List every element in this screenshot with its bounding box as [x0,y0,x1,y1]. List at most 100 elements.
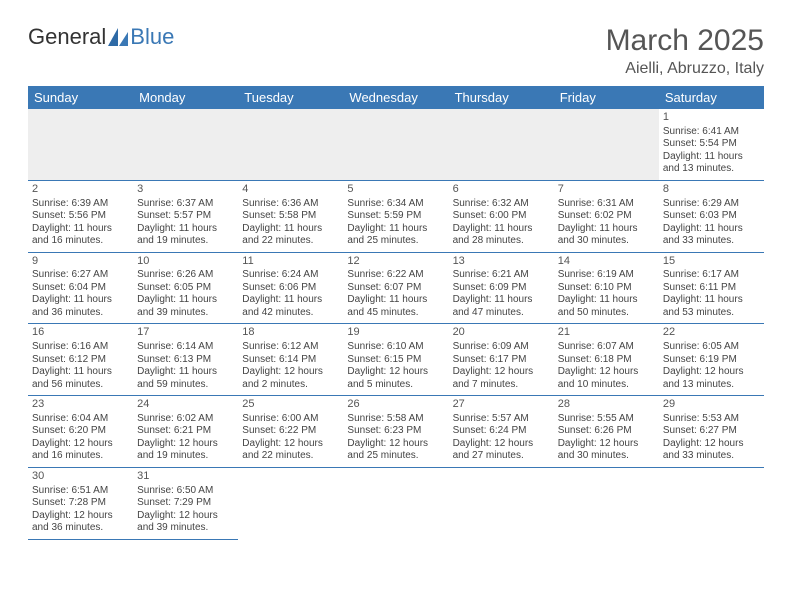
calendar-day: 21Sunrise: 6:07 AMSunset: 6:18 PMDayligh… [554,324,659,396]
day-number: 15 [663,255,760,269]
day-header: Saturday [659,86,764,109]
day-number: 4 [242,183,339,197]
day-detail: Sunset: 6:21 PM [137,425,234,438]
day-number: 7 [558,183,655,197]
calendar-day: 18Sunrise: 6:12 AMSunset: 6:14 PMDayligh… [238,324,343,396]
day-detail: Sunrise: 6:09 AM [453,341,550,354]
calendar-day: 9Sunrise: 6:27 AMSunset: 6:04 PMDaylight… [28,252,133,324]
day-number: 24 [137,398,234,412]
title-block: March 2025 Aielli, Abruzzo, Italy [606,24,764,78]
day-number: 20 [453,326,550,340]
calendar-day: 31Sunrise: 6:50 AMSunset: 7:29 PMDayligh… [133,467,238,539]
day-detail: and 30 minutes. [558,235,655,248]
day-detail: Daylight: 11 hours [453,223,550,236]
day-number: 22 [663,326,760,340]
day-detail: Sunset: 6:15 PM [347,354,444,367]
calendar-day: 17Sunrise: 6:14 AMSunset: 6:13 PMDayligh… [133,324,238,396]
day-detail: Sunrise: 6:00 AM [242,413,339,426]
day-detail: Daylight: 11 hours [137,294,234,307]
day-detail: and 59 minutes. [137,379,234,392]
calendar-day: 28Sunrise: 5:55 AMSunset: 6:26 PMDayligh… [554,396,659,468]
day-detail: Sunset: 6:13 PM [137,354,234,367]
calendar-empty [554,109,659,180]
day-detail: and 13 minutes. [663,379,760,392]
day-detail: Daylight: 11 hours [663,294,760,307]
day-detail: and 33 minutes. [663,450,760,463]
month-title: March 2025 [606,24,764,58]
day-number: 27 [453,398,550,412]
day-detail: Sunrise: 6:31 AM [558,198,655,211]
day-number: 2 [32,183,129,197]
day-detail: Daylight: 12 hours [663,366,760,379]
calendar-empty [449,467,554,539]
day-detail: Daylight: 12 hours [137,438,234,451]
calendar-day: 7Sunrise: 6:31 AMSunset: 6:02 PMDaylight… [554,180,659,252]
day-detail: Daylight: 12 hours [242,438,339,451]
day-detail: Sunset: 6:00 PM [453,210,550,223]
day-number: 19 [347,326,444,340]
day-detail: and 28 minutes. [453,235,550,248]
day-detail: Daylight: 12 hours [453,438,550,451]
day-detail: Daylight: 12 hours [558,438,655,451]
day-detail: and 42 minutes. [242,307,339,320]
day-number: 26 [347,398,444,412]
day-detail: Daylight: 11 hours [453,294,550,307]
calendar-empty [343,109,448,180]
day-detail: Sunrise: 6:02 AM [137,413,234,426]
day-detail: Daylight: 11 hours [137,366,234,379]
day-detail: Daylight: 12 hours [663,438,760,451]
day-detail: Sunset: 6:24 PM [453,425,550,438]
day-detail: Daylight: 12 hours [32,438,129,451]
day-number: 23 [32,398,129,412]
calendar-week: 1Sunrise: 6:41 AMSunset: 5:54 PMDaylight… [28,109,764,180]
calendar-empty [554,467,659,539]
day-detail: Sunset: 6:27 PM [663,425,760,438]
calendar-week: 9Sunrise: 6:27 AMSunset: 6:04 PMDaylight… [28,252,764,324]
day-detail: and 16 minutes. [32,235,129,248]
day-detail: and 33 minutes. [663,235,760,248]
day-detail: and 16 minutes. [32,450,129,463]
day-detail: Sunrise: 6:05 AM [663,341,760,354]
calendar-day: 16Sunrise: 6:16 AMSunset: 6:12 PMDayligh… [28,324,133,396]
day-detail: Sunset: 6:22 PM [242,425,339,438]
day-detail: Sunrise: 6:29 AM [663,198,760,211]
day-detail: Sunset: 6:07 PM [347,282,444,295]
day-detail: Daylight: 11 hours [558,294,655,307]
day-detail: Sunrise: 6:04 AM [32,413,129,426]
day-detail: Daylight: 12 hours [558,366,655,379]
day-detail: Sunrise: 6:19 AM [558,269,655,282]
day-number: 31 [137,470,234,484]
calendar-day: 14Sunrise: 6:19 AMSunset: 6:10 PMDayligh… [554,252,659,324]
day-number: 14 [558,255,655,269]
calendar-day: 19Sunrise: 6:10 AMSunset: 6:15 PMDayligh… [343,324,448,396]
day-detail: Sunrise: 6:27 AM [32,269,129,282]
day-detail: Sunset: 7:29 PM [137,497,234,510]
day-detail: Sunset: 6:17 PM [453,354,550,367]
day-detail: Daylight: 11 hours [663,151,760,164]
day-detail: Sunrise: 6:32 AM [453,198,550,211]
day-detail: Sunrise: 6:24 AM [242,269,339,282]
calendar-day: 6Sunrise: 6:32 AMSunset: 6:00 PMDaylight… [449,180,554,252]
day-number: 29 [663,398,760,412]
day-detail: and 22 minutes. [242,235,339,248]
day-detail: Daylight: 11 hours [32,223,129,236]
page-header: General Blue March 2025 Aielli, Abruzzo,… [28,24,764,78]
calendar-day: 23Sunrise: 6:04 AMSunset: 6:20 PMDayligh… [28,396,133,468]
day-number: 3 [137,183,234,197]
day-detail: Sunset: 5:58 PM [242,210,339,223]
calendar-empty [238,467,343,539]
day-detail: and 25 minutes. [347,450,444,463]
day-detail: and 13 minutes. [663,163,760,176]
calendar-head: SundayMondayTuesdayWednesdayThursdayFrid… [28,86,764,109]
day-header: Wednesday [343,86,448,109]
day-number: 21 [558,326,655,340]
day-number: 1 [663,111,760,125]
calendar-week: 2Sunrise: 6:39 AMSunset: 5:56 PMDaylight… [28,180,764,252]
calendar-day: 13Sunrise: 6:21 AMSunset: 6:09 PMDayligh… [449,252,554,324]
day-detail: Daylight: 11 hours [32,366,129,379]
day-detail: Sunrise: 6:07 AM [558,341,655,354]
day-detail: Daylight: 12 hours [242,366,339,379]
calendar-empty [238,109,343,180]
location-subtitle: Aielli, Abruzzo, Italy [606,60,764,78]
day-number: 17 [137,326,234,340]
